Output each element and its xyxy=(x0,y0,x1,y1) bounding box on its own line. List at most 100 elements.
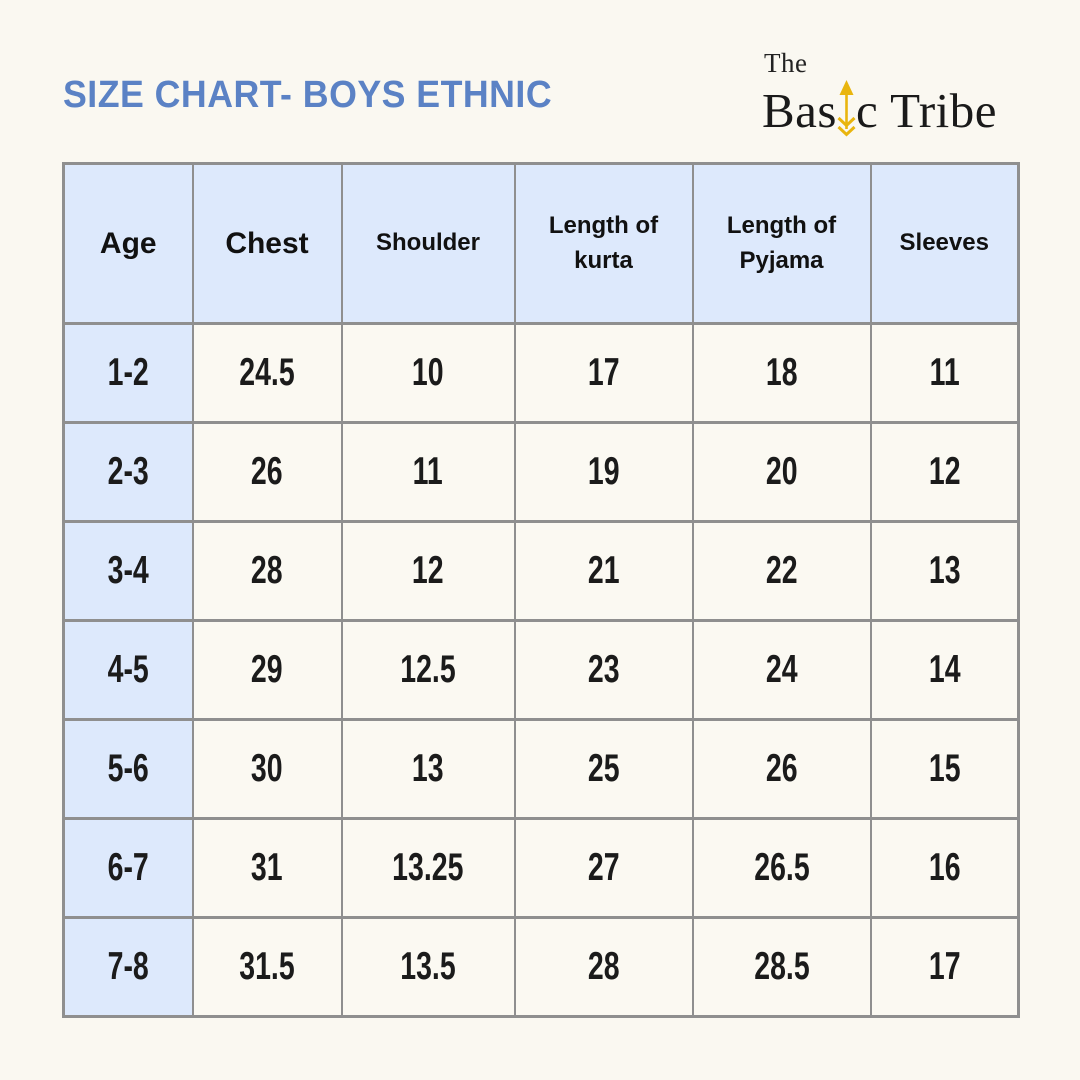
column-header-sleeves: Sleeves xyxy=(869,162,1020,325)
kurta-length-value: 17 xyxy=(587,351,620,394)
logo-the-text: The xyxy=(764,48,808,78)
chest-cell: 31 xyxy=(191,817,343,919)
pyjama-length-cell: 26.5 xyxy=(691,817,872,919)
logo-word-suffix: c Tribe xyxy=(856,83,998,138)
table-row: 5-6 30 13 25 26 15 xyxy=(62,718,1020,820)
shoulder-value: 10 xyxy=(412,351,444,394)
sleeves-cell: 13 xyxy=(869,520,1020,622)
shoulder-value: 13.5 xyxy=(400,945,456,988)
chest-value: 31 xyxy=(251,846,283,889)
age-value: 3-4 xyxy=(107,549,149,592)
pyjama-length-value: 18 xyxy=(765,351,798,394)
sleeves-value: 15 xyxy=(928,747,961,790)
shoulder-cell: 13.25 xyxy=(340,817,516,919)
sleeves-value: 14 xyxy=(928,648,961,691)
column-header-shoulder: Shoulder xyxy=(340,162,516,325)
page-title: SIZE CHART- BOYS ETHNIC xyxy=(63,74,553,116)
kurta-length-value: 23 xyxy=(587,648,620,691)
kurta-length-value: 27 xyxy=(587,846,620,889)
age-value: 1-2 xyxy=(107,351,149,394)
sleeves-value: 16 xyxy=(928,846,961,889)
sleeves-cell: 11 xyxy=(869,322,1020,424)
shoulder-cell: 11 xyxy=(340,421,516,523)
shoulder-value: 13 xyxy=(412,747,444,790)
chest-value: 26 xyxy=(251,450,283,493)
pyjama-length-value: 24 xyxy=(765,648,798,691)
kurta-length-cell: 25 xyxy=(513,718,694,820)
table-row: 2-3 26 11 19 20 12 xyxy=(62,421,1020,523)
pyjama-length-cell: 28.5 xyxy=(691,916,872,1018)
shoulder-cell: 12.5 xyxy=(340,619,516,721)
chest-cell: 30 xyxy=(191,718,343,820)
age-cell: 6-7 xyxy=(62,817,194,919)
pyjama-length-cell: 20 xyxy=(691,421,872,523)
chest-value: 24.5 xyxy=(239,351,295,394)
sleeves-cell: 12 xyxy=(869,421,1020,523)
sleeves-cell: 15 xyxy=(869,718,1020,820)
chest-value: 31.5 xyxy=(239,945,295,988)
chest-cell: 24.5 xyxy=(191,322,343,424)
kurta-length-value: 28 xyxy=(587,945,620,988)
kurta-length-cell: 19 xyxy=(513,421,694,523)
kurta-length-cell: 28 xyxy=(513,916,694,1018)
pyjama-length-cell: 22 xyxy=(691,520,872,622)
size-chart-table-container: Age Chest Shoulder Length of kurta Lengt… xyxy=(62,162,1020,1018)
column-header-age: Age xyxy=(62,162,194,325)
sleeves-value: 11 xyxy=(929,351,960,394)
sleeves-value: 12 xyxy=(928,450,961,493)
age-cell: 3-4 xyxy=(62,520,194,622)
age-value: 7-8 xyxy=(107,945,149,988)
age-cell: 4-5 xyxy=(62,619,194,721)
shoulder-value: 12 xyxy=(412,549,444,592)
sleeves-value: 13 xyxy=(928,549,961,592)
chest-value: 28 xyxy=(251,549,283,592)
pyjama-length-value: 20 xyxy=(765,450,798,493)
column-header-chest: Chest xyxy=(191,162,343,325)
age-cell: 7-8 xyxy=(62,916,194,1018)
age-cell: 5-6 xyxy=(62,718,194,820)
chest-cell: 28 xyxy=(191,520,343,622)
kurta-length-value: 19 xyxy=(587,450,620,493)
header-row: Age Chest Shoulder Length of kurta Lengt… xyxy=(62,162,1020,325)
kurta-length-value: 25 xyxy=(587,747,620,790)
age-value: 4-5 xyxy=(107,648,149,691)
table-row: 7-8 31.5 13.5 28 28.5 17 xyxy=(62,916,1020,1018)
age-value: 6-7 xyxy=(107,846,149,889)
logo-main-text: Bas c Tribe xyxy=(762,80,998,138)
sleeves-cell: 14 xyxy=(869,619,1020,721)
pyjama-length-cell: 24 xyxy=(691,619,872,721)
column-header-length-of-kurta: Length of kurta xyxy=(513,162,694,325)
kurta-length-value: 21 xyxy=(587,549,620,592)
size-chart-table: Age Chest Shoulder Length of kurta Lengt… xyxy=(62,162,1020,1018)
shoulder-cell: 13.5 xyxy=(340,916,516,1018)
age-value: 5-6 xyxy=(107,747,149,790)
pyjama-length-value: 26.5 xyxy=(753,846,810,889)
table-row: 3-4 28 12 21 22 13 xyxy=(62,520,1020,622)
kurta-length-cell: 21 xyxy=(513,520,694,622)
arrow-up-icon xyxy=(837,80,856,137)
chest-cell: 31.5 xyxy=(191,916,343,1018)
chest-value: 29 xyxy=(251,648,283,691)
table-row: 4-5 29 12.5 23 24 14 xyxy=(62,619,1020,721)
sleeves-value: 17 xyxy=(928,945,961,988)
shoulder-cell: 12 xyxy=(340,520,516,622)
shoulder-cell: 10 xyxy=(340,322,516,424)
age-value: 2-3 xyxy=(107,450,149,493)
age-cell: 1-2 xyxy=(62,322,194,424)
age-cell: 2-3 xyxy=(62,421,194,523)
kurta-length-cell: 27 xyxy=(513,817,694,919)
column-header-length-of-pyjama: Length of Pyjama xyxy=(691,162,872,325)
logo-word-prefix: Bas xyxy=(762,83,837,138)
chest-cell: 29 xyxy=(191,619,343,721)
sleeves-cell: 16 xyxy=(869,817,1020,919)
table-row: 1-2 24.5 10 17 18 11 xyxy=(62,322,1020,424)
sleeves-cell: 17 xyxy=(869,916,1020,1018)
kurta-length-cell: 17 xyxy=(513,322,694,424)
brand-logo: The Bas c Tribe xyxy=(762,48,997,138)
pyjama-length-value: 28.5 xyxy=(753,945,810,988)
table-row: 6-7 31 13.25 27 26.5 16 xyxy=(62,817,1020,919)
shoulder-value: 11 xyxy=(412,450,444,493)
pyjama-length-value: 26 xyxy=(765,747,798,790)
shoulder-cell: 13 xyxy=(340,718,516,820)
kurta-length-cell: 23 xyxy=(513,619,694,721)
